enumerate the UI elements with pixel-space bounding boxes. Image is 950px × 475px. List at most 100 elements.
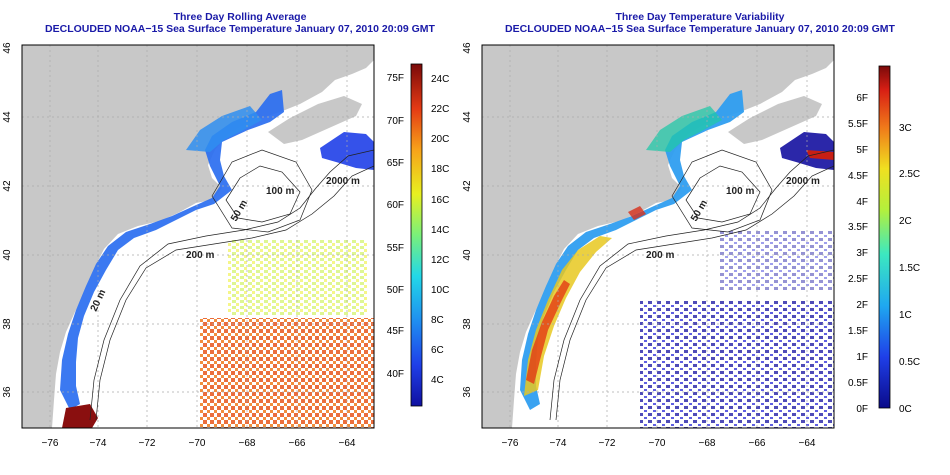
right-cbar-f: 0.5F	[848, 378, 868, 389]
left-cbar-c: 22C	[431, 104, 449, 115]
left-map-subtitle: DECLOUDED NOAA−15 Sea Surface Temperatur…	[45, 23, 435, 35]
right-map-subtitle: DECLOUDED NOAA−15 Sea Surface Temperatur…	[505, 23, 895, 35]
left-map-title-block: Three Day Rolling Average DECLOUDED NOAA…	[0, 11, 480, 35]
left-cbar-c: 16C	[431, 195, 449, 206]
left-lon-tick: −74	[90, 438, 107, 449]
right-cbar-f: 2.5F	[848, 274, 868, 285]
left-lon-tick: −66	[289, 438, 306, 449]
right-cbar-c: 1.5C	[899, 263, 920, 274]
left-nova-scotia	[268, 96, 362, 144]
right-cbar-f: 1F	[856, 352, 868, 363]
left-gulf-stream-warm	[200, 318, 374, 428]
right-cbar-c: 2C	[899, 216, 912, 227]
right-cbar-f: 0F	[856, 404, 868, 415]
left-lat-tick: 44	[2, 111, 13, 123]
right-graticule	[482, 45, 834, 428]
left-lat-tick: 40	[2, 249, 13, 261]
right-lon-tick: −74	[550, 438, 567, 449]
left-hatteras-hot	[62, 404, 98, 428]
left-cbar-c: 12C	[431, 255, 449, 266]
right-lat-tick: 44	[462, 111, 473, 123]
left-lon-tick: −76	[42, 438, 59, 449]
left-lat-tick: 36	[2, 386, 13, 398]
left-map: 200 m 100 m 50 m 2000 m 20 m −76 −74 −72…	[2, 42, 449, 449]
left-gulf-maine-sst	[186, 106, 262, 152]
right-cbar-c: 0.5C	[899, 357, 920, 368]
left-map-title: Three Day Rolling Average	[173, 11, 307, 23]
left-cbar-f: 45F	[387, 326, 404, 337]
left-cbar-f: 60F	[387, 200, 404, 211]
left-shelf-sst	[60, 90, 284, 410]
right-cbar-c: 0C	[899, 404, 912, 415]
left-cbar-c: 4C	[431, 375, 444, 386]
right-cbar-f: 5F	[856, 145, 868, 156]
left-lat-tick: 46	[2, 42, 13, 54]
right-cbar-f: 3.5F	[848, 222, 868, 233]
left-cbar-c: 8C	[431, 315, 444, 326]
right-map-title: Three Day Temperature Variability	[615, 11, 785, 23]
left-cbar-c: 10C	[431, 285, 449, 296]
right-cbar-c: 1C	[899, 310, 912, 321]
right-contour-100m: 100 m	[726, 186, 754, 197]
left-cbar-c: 6C	[431, 345, 444, 356]
left-cbar-f: 55F	[387, 243, 404, 254]
left-lon-tick: −70	[189, 438, 206, 449]
right-cbar-f: 3F	[856, 248, 868, 259]
left-graticule	[22, 45, 374, 428]
left-cbar-f: 50F	[387, 285, 404, 296]
left-lon-tick: −72	[139, 438, 156, 449]
right-lon-tick: −66	[749, 438, 766, 449]
right-cbar-f: 4F	[856, 197, 868, 208]
right-nova-scotia	[728, 96, 822, 144]
left-land	[22, 45, 374, 428]
right-cbar-f: 6F	[856, 93, 868, 104]
left-cbar-c: 20C	[431, 134, 449, 145]
right-peak-variability	[526, 280, 570, 384]
left-cbar-f: 75F	[387, 73, 404, 84]
right-bathymetry-contours	[549, 149, 834, 421]
right-lat-tick: 36	[462, 386, 473, 398]
right-lon-tick: −64	[799, 438, 816, 449]
right-offshore-low-variability	[640, 300, 834, 428]
right-map: 200 m 100 m 50 m 2000 m −76 −74 −72 −70 …	[462, 42, 920, 449]
right-colorbar: 0F 0.5F 1F 1.5F 2F 2.5F 3F 3.5F 4F 4.5F …	[848, 65, 920, 415]
right-lon-tick: −68	[699, 438, 716, 449]
right-lat-tick: 40	[462, 249, 473, 261]
right-lon-tick: −72	[599, 438, 616, 449]
right-colorbar-gradient	[878, 65, 891, 409]
left-lat-tick: 38	[2, 318, 13, 330]
right-cbar-f: 5.5F	[848, 119, 868, 130]
right-lon-tick: −76	[502, 438, 519, 449]
right-lat-tick: 46	[462, 42, 473, 54]
right-cbar-f: 1.5F	[848, 326, 868, 337]
right-lat-tick: 38	[462, 318, 473, 330]
right-lon-tick: −70	[649, 438, 666, 449]
left-lon-tick: −64	[339, 438, 356, 449]
right-cbar-c: 3C	[899, 123, 912, 134]
left-colorbar-gradient	[410, 63, 423, 407]
right-lat-tick: 42	[462, 180, 473, 192]
left-cbar-c: 24C	[431, 74, 449, 85]
left-contour-100m: 100 m	[266, 186, 294, 197]
right-slope-low-variability	[720, 230, 834, 290]
right-map-title-block: Three Day Temperature Variability DECLOU…	[460, 11, 940, 35]
right-land	[482, 45, 834, 428]
left-contour-200m: 200 m	[186, 250, 214, 261]
right-shelf-variability	[520, 90, 744, 410]
right-contour-200m: 200 m	[646, 250, 674, 261]
right-scotian-hot-streak	[806, 150, 834, 160]
left-slope-water	[228, 240, 368, 315]
left-lon-tick: −68	[239, 438, 256, 449]
right-cbar-c: 2.5C	[899, 169, 920, 180]
left-lat-tick: 42	[2, 180, 13, 192]
left-cbar-f: 70F	[387, 116, 404, 127]
left-cbar-c: 14C	[431, 225, 449, 236]
right-gulf-maine-variability	[646, 106, 722, 152]
right-cbar-f: 2F	[856, 300, 868, 311]
left-cbar-f: 40F	[387, 369, 404, 380]
left-colorbar: 40F 45F 50F 55F 60F 65F 70F 75F 4C 6C 8C…	[387, 63, 449, 407]
left-cbar-c: 18C	[431, 164, 449, 175]
left-bathymetry-contours	[89, 149, 374, 421]
left-cbar-f: 65F	[387, 158, 404, 169]
